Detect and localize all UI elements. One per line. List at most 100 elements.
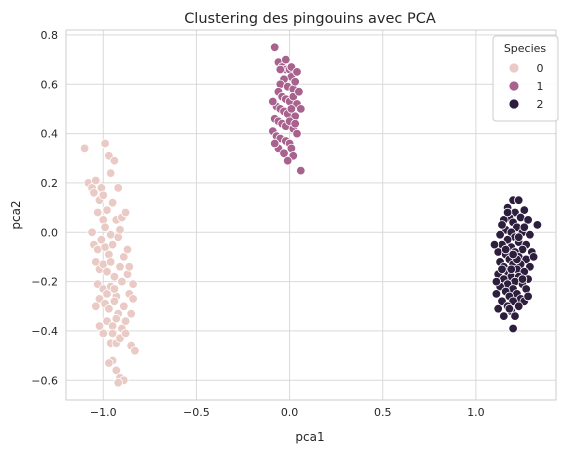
data-point [98, 190, 109, 201]
data-point [528, 252, 539, 262]
series-1 [268, 42, 306, 176]
legend-label: 2 [537, 98, 544, 111]
data-point [102, 289, 112, 299]
data-point [283, 155, 293, 166]
data-point [525, 229, 535, 240]
legend-item-1: 1 [508, 80, 544, 93]
data-point [98, 328, 109, 339]
data-point [270, 42, 280, 53]
data-point [497, 264, 507, 275]
y-axis-label: pca2 [9, 200, 23, 229]
legend-marker [508, 98, 520, 110]
data-point [107, 328, 118, 339]
y-tick-label: 0.4 [41, 128, 59, 141]
x-tick-label: 0.0 [281, 406, 299, 419]
data-point [514, 195, 524, 205]
data-point [510, 311, 520, 321]
data-point [87, 227, 97, 238]
legend-item-0: 0 [508, 62, 544, 75]
data-point [523, 291, 533, 302]
data-point [115, 225, 125, 235]
data-point [128, 279, 138, 289]
data-point [120, 328, 131, 339]
y-tick-label: −0.4 [31, 325, 58, 338]
data-point [124, 262, 135, 272]
data-point [104, 358, 114, 368]
chart-title: Clustering des pingouins avec PCA [184, 11, 436, 27]
data-point [111, 365, 122, 376]
data-point [508, 323, 518, 334]
data-point [91, 175, 101, 186]
data-point [113, 183, 123, 193]
data-point [286, 104, 297, 114]
data-point [499, 311, 509, 321]
data-point [275, 64, 286, 75]
data-point [514, 232, 524, 242]
data-point [523, 215, 533, 225]
legend-marker [508, 62, 520, 74]
data-point [100, 222, 110, 233]
data-point [519, 205, 530, 215]
data-point [292, 67, 302, 77]
data-point [532, 220, 543, 230]
data-point [279, 148, 289, 159]
data-point [504, 304, 515, 314]
data-point [502, 207, 513, 218]
data-point [105, 168, 116, 178]
y-tick-label: 0.2 [41, 177, 59, 190]
y-tick-label: −0.6 [31, 374, 58, 387]
data-point [493, 304, 503, 314]
data-point [495, 229, 505, 240]
x-axis-label: pca1 [295, 430, 324, 444]
legend-label: 0 [537, 62, 544, 75]
legend-box [492, 35, 559, 122]
y-tick-label: 0.0 [41, 226, 59, 239]
data-point [292, 128, 302, 139]
plot-frame [65, 29, 557, 401]
legend-title: Species [504, 42, 547, 55]
plot-area [65, 29, 557, 401]
data-point [290, 118, 300, 129]
x-tick-label: 0.5 [374, 406, 392, 419]
data-point [491, 289, 502, 299]
y-tick-label: 0.8 [41, 29, 59, 42]
data-point [91, 301, 101, 312]
data-point [296, 165, 306, 176]
data-point [281, 54, 291, 65]
data-point [102, 267, 112, 277]
legend-item-2: 2 [508, 98, 544, 111]
data-point [92, 207, 103, 218]
data-point [519, 222, 530, 233]
data-point [128, 294, 138, 304]
data-point [489, 239, 500, 250]
data-point [104, 304, 114, 314]
data-point [79, 143, 90, 154]
y-tick-label: −0.2 [31, 276, 58, 289]
data-point [501, 244, 511, 255]
data-point [94, 321, 105, 331]
legend-items: 0 1 2 [508, 62, 544, 111]
data-point [109, 272, 120, 282]
data-point [89, 188, 99, 198]
data-point [120, 207, 131, 218]
data-point [122, 244, 133, 255]
plot-background [66, 30, 556, 400]
data-point [113, 378, 123, 388]
data-point [270, 138, 280, 149]
legend-marker [508, 80, 520, 92]
data-point [119, 301, 129, 312]
data-point [117, 276, 127, 287]
x-tick-label: −0.5 [183, 406, 210, 419]
x-tick-label: −1.0 [90, 406, 117, 419]
data-point [514, 301, 524, 312]
data-point [290, 77, 300, 87]
data-point [107, 197, 118, 208]
data-point [96, 234, 107, 245]
y-axis-ticks: −0.6 −0.4 −0.2 0.0 0.2 0.4 0.6 0.8 [31, 29, 58, 387]
data-points [79, 42, 543, 388]
data-point [109, 284, 120, 294]
y-tick-label: 0.6 [41, 78, 59, 91]
legend-label: 1 [537, 80, 544, 93]
data-point [268, 96, 278, 107]
